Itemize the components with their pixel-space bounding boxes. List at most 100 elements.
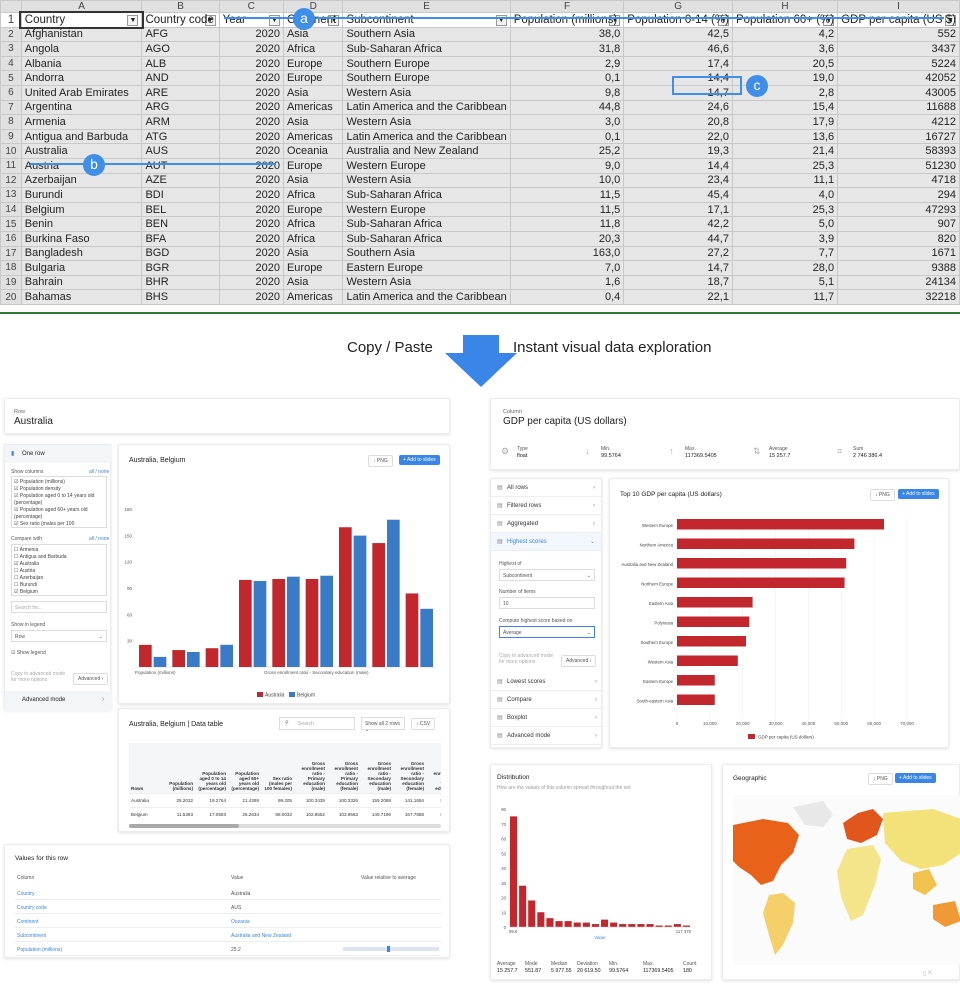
table-cell[interactable]: Latin America and the Caribbean [342,99,511,116]
data-table-row[interactable]: Australia 25.2032 19.2764 21.4395 99.205 100.… [129,793,441,807]
table-cell[interactable]: Australia [20,143,143,159]
table-cell[interactable]: AGO [141,41,220,57]
table-cell[interactable]: 2020 [218,201,284,218]
table-cell[interactable]: Western Asia [342,274,511,291]
values-row-column[interactable]: Country [17,891,35,897]
compare-checkbox[interactable]: ☐ Burundi [14,582,38,588]
table-cell[interactable]: BHR [141,274,220,291]
table-cell[interactable]: 2020 [218,143,284,159]
col-letter[interactable]: I [837,0,960,13]
table-cell[interactable]: 2020 [218,99,284,116]
column-checkbox[interactable]: ☑ Population aged 60+ years old (percent… [14,507,88,520]
legend-select[interactable]: Row ⌄ [11,630,107,642]
table-cell[interactable]: 19,3 [623,143,733,159]
table-cell[interactable]: Europe [282,201,344,218]
table-cell[interactable]: 28,0 [731,260,839,276]
table-cell[interactable]: AND [141,70,220,86]
col-letter[interactable]: E [342,0,511,13]
advanced-mode-item[interactable]: Advanced mode [22,697,66,703]
num-items-input[interactable]: 10 [499,597,595,609]
table-cell[interactable]: 47293 [837,201,960,218]
table-cell[interactable]: 14,4 [623,157,733,174]
table-cell[interactable]: BHS [141,289,220,305]
table-cell[interactable]: 3,6 [731,41,839,57]
compare-checkbox[interactable]: ☑ Australia [14,561,40,567]
table-cell[interactable]: 4718 [837,172,960,189]
png-button-2[interactable]: ↓ PNG [870,489,895,501]
col-letter[interactable]: G [623,0,733,13]
table-search-input[interactable]: ⚲ Search [279,717,355,730]
show-rows-select[interactable]: Show all 2 rows ⌄ [361,717,405,733]
table-cell[interactable]: Burkina Faso [20,230,143,247]
column-checkbox[interactable]: ☑ Population aged 0 to 14 years old (per… [14,493,95,506]
table-cell[interactable]: 22,1 [623,289,733,305]
table-cell[interactable]: Southern Europe [342,55,511,72]
table-cell[interactable]: AZE [141,172,220,189]
table-cell[interactable]: 552 [837,26,960,43]
table-cell[interactable]: Asia [282,114,344,130]
table-cell[interactable]: Europe [282,55,344,72]
menu-item[interactable]: ▤ Boxplot › [491,709,603,727]
table-cell[interactable]: Asia [282,274,344,291]
table-cell[interactable]: AFG [141,26,220,43]
col-letter[interactable]: D [282,0,344,13]
table-cell[interactable]: 31,8 [509,41,625,57]
table-cell[interactable]: 2020 [218,216,284,232]
compare-list[interactable]: ☐ Armenia ☐ Antigua and Barbuda ☑ Australi… [11,544,107,596]
one-row-tab[interactable]: One row [22,451,45,457]
table-cell[interactable]: Africa [282,216,344,232]
compare-checkbox[interactable]: ☐ Antigua and Barbuda [14,554,67,560]
csv-button[interactable]: ↓ CSV [411,718,436,730]
table-cell[interactable]: Africa [282,187,344,203]
table-cell[interactable]: Western Europe [342,157,511,174]
table-cell[interactable]: Africa [282,230,344,247]
png-button[interactable]: ↓ PNG [368,455,393,467]
table-cell[interactable]: 0,1 [509,70,625,86]
table-cell[interactable]: 58393 [837,143,960,159]
header-cell[interactable]: ▼ Subcontinent [342,12,511,28]
table-cell[interactable]: Azerbaijan [20,172,143,189]
table-cell[interactable]: 907 [837,216,960,232]
table-cell[interactable]: Bahrain [20,274,143,291]
values-row-column[interactable]: Population (millions) [17,947,63,953]
column-checkbox[interactable]: ☑ Population density [14,486,61,492]
table-cell[interactable]: 2,9 [509,55,625,72]
header-cell[interactable]: ▼ Population 60+ (%) [731,12,839,28]
search-for-input[interactable]: Search for... [11,601,107,613]
table-cell[interactable]: ARE [141,84,220,101]
table-cell[interactable]: Afghanistan [20,26,143,43]
table-cell[interactable]: 2020 [218,187,284,203]
col-letter[interactable]: H [731,0,839,13]
table-cell[interactable]: 13,6 [731,128,839,145]
table-cell[interactable]: Andorra [20,70,143,86]
table-cell[interactable]: Angola [20,41,143,57]
table-cell[interactable]: Asia [282,26,344,43]
table-cell[interactable]: Sub-Saharan Africa [342,187,511,203]
col-letter[interactable]: C [218,0,284,13]
table-cell[interactable]: Americas [282,128,344,145]
table-cell[interactable]: 5,0 [731,216,839,232]
filter-dropdown-icon[interactable]: ▼ [823,14,835,26]
table-cell[interactable]: 2020 [218,114,284,130]
table-cell[interactable]: ALB [141,55,220,72]
table-cell[interactable]: 14,7 [623,84,733,101]
col-letter[interactable]: A [20,0,143,13]
table-cell[interactable]: Europe [282,157,344,174]
table-cell[interactable]: Western Asia [342,172,511,189]
table-cell[interactable]: 163,0 [509,245,625,262]
table-cell[interactable]: 2020 [218,26,284,43]
table-cell[interactable]: BGR [141,260,220,276]
table-cell[interactable]: 2020 [218,84,284,101]
table-cell[interactable]: 2020 [218,128,284,145]
table-cell[interactable]: 51230 [837,157,960,174]
column-checkbox[interactable]: ☑ Population (millions) [14,479,65,485]
table-cell[interactable]: 3437 [837,41,960,57]
table-cell[interactable]: BDI [141,187,220,203]
table-cell[interactable]: 17,4 [623,55,733,72]
header-cell[interactable]: ▼ Country code [141,12,220,28]
panel-icons[interactable]: ▯ ⇱ [923,971,933,977]
table-cell[interactable]: 17,1 [623,201,733,218]
table-cell[interactable]: 5,1 [731,274,839,291]
table-cell[interactable]: 24,6 [623,99,733,116]
